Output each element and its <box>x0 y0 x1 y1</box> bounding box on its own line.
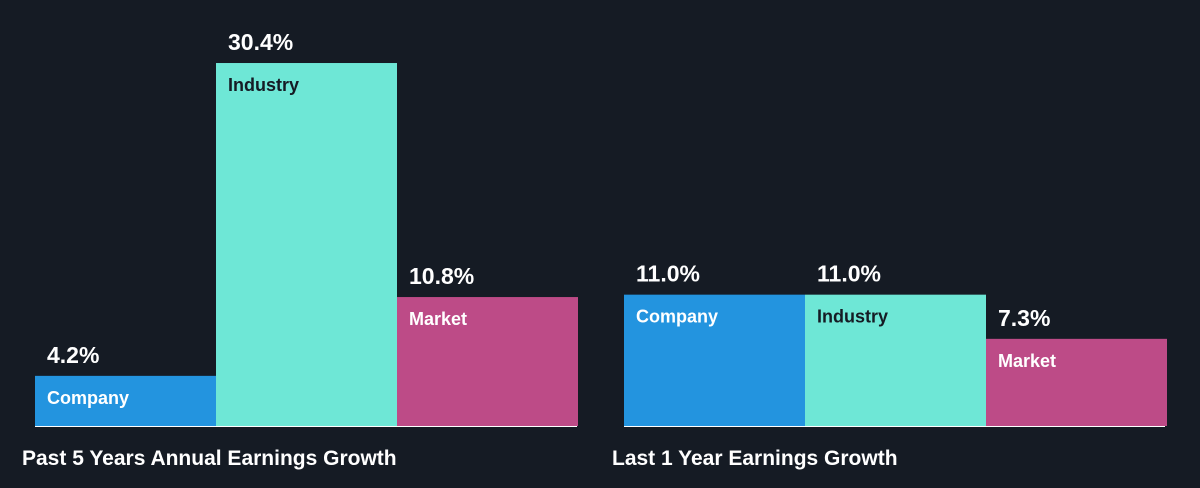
bar-company <box>624 294 805 426</box>
value-label-company: 4.2% <box>47 342 99 368</box>
category-label-market: Market <box>998 351 1056 371</box>
bar-company <box>35 375 216 426</box>
value-label-market: 7.3% <box>998 305 1050 331</box>
bar-market <box>397 297 578 426</box>
category-label-industry: Industry <box>228 75 299 95</box>
bar-market <box>986 338 1167 426</box>
chart-title: Last 1 Year Earnings Growth <box>612 447 898 470</box>
value-label-industry: 11.0% <box>817 261 881 287</box>
value-label-industry: 30.4% <box>228 29 293 55</box>
chart-past-5-years: Past 5 Years Annual Earnings Growth 4.2%… <box>22 29 578 470</box>
chart-title: Past 5 Years Annual Earnings Growth <box>22 447 397 470</box>
value-label-company: 11.0% <box>636 261 700 287</box>
category-label-market: Market <box>409 309 467 329</box>
category-label-company: Company <box>47 388 129 408</box>
bar-industry <box>216 63 397 427</box>
category-label-industry: Industry <box>817 307 888 327</box>
value-label-market: 10.8% <box>409 263 474 289</box>
chart-last-1-year: Last 1 Year Earnings Growth 11.0% Company… <box>612 261 1167 470</box>
category-label-company: Company <box>636 307 718 327</box>
bar-industry <box>805 294 986 426</box>
